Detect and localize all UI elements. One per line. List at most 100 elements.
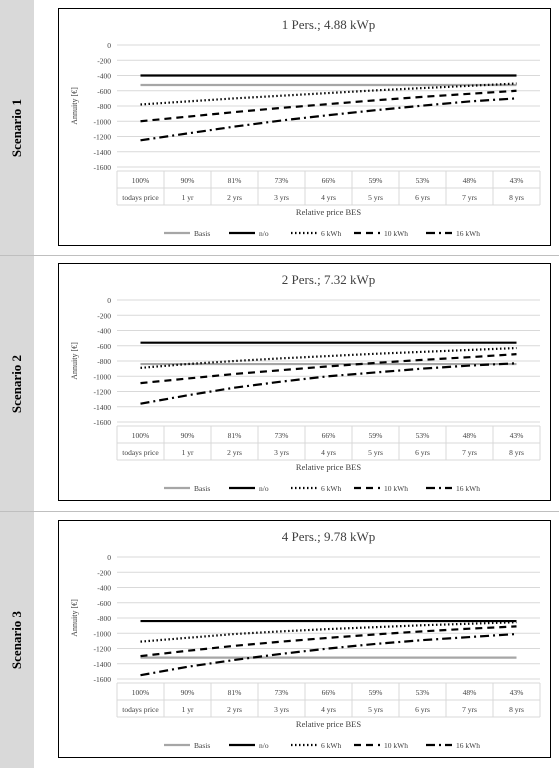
legend-label: 16 kWh bbox=[456, 229, 480, 238]
legend-label: 10 kWh bbox=[384, 229, 408, 238]
x-tick-label: 43% bbox=[510, 176, 524, 185]
x-tick-label: 48% bbox=[463, 688, 477, 697]
x-tick-sublabel: 2 yrs bbox=[227, 448, 242, 457]
x-tick-sublabel: 6 yrs bbox=[415, 448, 430, 457]
series-line-16-kwh bbox=[140, 97, 517, 142]
x-tick-sublabel: 4 yrs bbox=[321, 448, 336, 457]
y-tick-label: -1600 bbox=[94, 163, 112, 172]
x-tick-sublabel: 4 yrs bbox=[321, 705, 336, 714]
y-tick-label: -1200 bbox=[94, 388, 112, 397]
x-tick-label: 53% bbox=[416, 431, 430, 440]
series-line-6-kwh bbox=[140, 346, 517, 369]
y-tick-label: -800 bbox=[97, 614, 111, 623]
x-tick-sublabel: 1 yr bbox=[182, 193, 194, 202]
y-tick-label: -800 bbox=[97, 357, 111, 366]
y-tick-label: 0 bbox=[107, 553, 111, 562]
legend-label: 6 kWh bbox=[321, 741, 341, 750]
x-tick-sublabel: 3 yrs bbox=[274, 448, 289, 457]
x-tick-label: 66% bbox=[322, 431, 336, 440]
series-line-10-kwh bbox=[140, 353, 517, 385]
y-tick-label: -800 bbox=[97, 102, 111, 111]
legend-label: Basis bbox=[194, 229, 210, 238]
x-tick-sublabel: 1 yr bbox=[182, 448, 194, 457]
y-axis-label: Annuity [€] bbox=[70, 599, 79, 637]
y-tick-label: -200 bbox=[97, 311, 111, 320]
x-axis-label: Relative price BES bbox=[296, 462, 361, 472]
x-axis-label: Relative price BES bbox=[296, 207, 361, 217]
x-tick-sublabel: 7 yrs bbox=[462, 448, 477, 457]
x-tick-label: 43% bbox=[510, 431, 524, 440]
x-tick-label: 59% bbox=[369, 688, 383, 697]
scenario-3-text: Scenario 3 bbox=[9, 610, 25, 670]
series-line-10-kwh bbox=[140, 89, 517, 123]
x-tick-label: 59% bbox=[369, 176, 383, 185]
x-tick-sublabel: 5 yrs bbox=[368, 193, 383, 202]
x-tick-label: 90% bbox=[181, 431, 195, 440]
y-tick-label: -1000 bbox=[94, 629, 112, 638]
legend-label: n/o bbox=[259, 484, 269, 493]
chart-3: 4 Pers.; 9.78 kWp 0 -200 -400 -600 -800 -1000 -… bbox=[70, 529, 541, 750]
y-axis-label: Annuity [€] bbox=[70, 87, 79, 125]
x-tick-sublabel: 7 yrs bbox=[462, 705, 477, 714]
x-tick-sublabel: 3 yrs bbox=[274, 705, 289, 714]
series-line-6-kwh bbox=[140, 621, 517, 643]
x-tick-sublabel: todays price bbox=[122, 193, 159, 202]
x-tick-label: 100% bbox=[132, 431, 150, 440]
x-axis-label: Relative price BES bbox=[296, 719, 361, 729]
legend-label: 6 kWh bbox=[321, 229, 341, 238]
chart-panel-1: 1 Pers.; 4.88 kWp 0 -200 -400 -600 -800 -1000 -… bbox=[58, 8, 551, 246]
x-tick-sublabel: todays price bbox=[122, 705, 159, 714]
x-tick-label: 48% bbox=[463, 431, 477, 440]
series-line-6-kwh bbox=[140, 82, 517, 106]
y-tick-label: -200 bbox=[97, 56, 111, 65]
x-tick-label: 90% bbox=[181, 176, 195, 185]
x-tick-label: 100% bbox=[132, 176, 150, 185]
legend-label: 10 kWh bbox=[384, 741, 408, 750]
y-tick-label: -1600 bbox=[94, 418, 112, 427]
x-tick-sublabel: 8 yrs bbox=[509, 193, 524, 202]
y-tick-label: -400 bbox=[97, 72, 111, 81]
legend-label: Basis bbox=[194, 741, 210, 750]
y-tick-label: -200 bbox=[97, 568, 111, 577]
x-tick-label: 100% bbox=[132, 688, 150, 697]
chart-title: 2 Pers.; 7.32 kWp bbox=[282, 272, 376, 287]
x-tick-label: 66% bbox=[322, 688, 336, 697]
x-tick-label: 48% bbox=[463, 176, 477, 185]
legend-label: n/o bbox=[259, 741, 269, 750]
y-tick-label: -1600 bbox=[94, 675, 112, 684]
x-tick-label: 53% bbox=[416, 176, 430, 185]
series-line-16-kwh bbox=[140, 632, 517, 677]
y-tick-label: -1400 bbox=[94, 403, 112, 412]
y-tick-label: -600 bbox=[97, 599, 111, 608]
legend-label: n/o bbox=[259, 229, 269, 238]
scenario-band bbox=[0, 0, 34, 768]
legend-label: 16 kWh bbox=[456, 484, 480, 493]
y-tick-label: -1200 bbox=[94, 133, 112, 142]
x-tick-label: 43% bbox=[510, 688, 524, 697]
y-axis-label: Annuity [€] bbox=[70, 342, 79, 380]
divider bbox=[0, 511, 559, 512]
series-line-16-kwh bbox=[140, 362, 517, 405]
series-line-10-kwh bbox=[140, 625, 517, 658]
scenario-1-text: Scenario 1 bbox=[9, 98, 25, 157]
y-tick-label: -600 bbox=[97, 87, 111, 96]
y-tick-label: 0 bbox=[107, 41, 111, 50]
x-tick-label: 66% bbox=[322, 176, 336, 185]
y-tick-label: -1400 bbox=[94, 660, 112, 669]
chart-1: 1 Pers.; 4.88 kWp 0 -200 -400 -600 -800 -1000 -… bbox=[70, 17, 541, 238]
x-tick-label: 81% bbox=[228, 431, 242, 440]
x-tick-label: 73% bbox=[275, 688, 289, 697]
scenario-3-label: Scenario 3 bbox=[0, 512, 34, 768]
y-tick-label: -1400 bbox=[94, 148, 112, 157]
x-tick-label: 53% bbox=[416, 688, 430, 697]
y-tick-label: -600 bbox=[97, 342, 111, 351]
y-tick-label: -400 bbox=[97, 584, 111, 593]
y-tick-label: -1200 bbox=[94, 645, 112, 654]
x-tick-sublabel: 4 yrs bbox=[321, 193, 336, 202]
x-tick-label: 59% bbox=[369, 431, 383, 440]
x-tick-sublabel: 8 yrs bbox=[509, 705, 524, 714]
x-tick-sublabel: todays price bbox=[122, 448, 159, 457]
x-tick-sublabel: 2 yrs bbox=[227, 193, 242, 202]
chart-title: 4 Pers.; 9.78 kWp bbox=[282, 529, 376, 544]
x-tick-label: 90% bbox=[181, 688, 195, 697]
